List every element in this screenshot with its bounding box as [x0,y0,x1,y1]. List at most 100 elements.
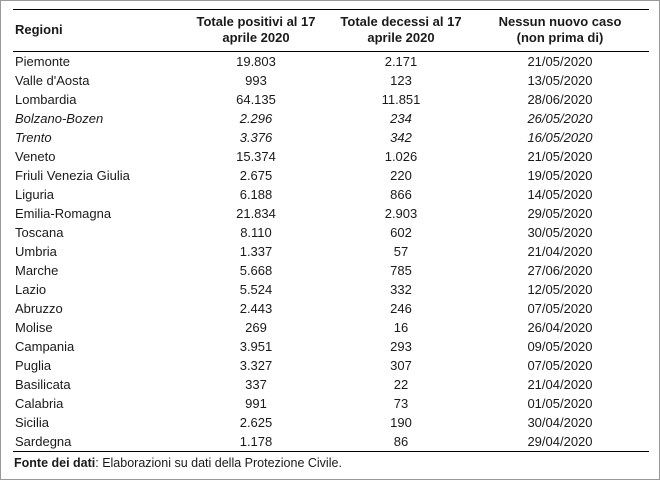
nessun-nuovo-caso-cell: 26/05/2020 [527,110,593,126]
nessun-nuovo-caso-cell: 12/05/2020 [527,281,593,297]
totale-decessi-cell: 22 [393,376,409,392]
totale-positivi-cell: 64.135 [236,91,276,107]
totale-positivi-cell: 3.376 [239,129,273,145]
table-row: Abruzzo 2.443 246 07/05/2020 [13,299,649,318]
totale-positivi-cell: 3.951 [239,338,273,354]
table-row: Bolzano-Bozen 2.296 234 26/05/2020 [13,109,649,128]
region-cell: Bolzano-Bozen [15,110,104,126]
nessun-nuovo-caso-cell: 26/04/2020 [527,319,593,335]
totale-decessi-cell: 785 [390,262,412,278]
table-row: Lazio 5.524 332 12/05/2020 [13,280,649,299]
table-row: Lombardia 64.135 11.851 28/06/2020 [13,90,649,109]
nessun-nuovo-caso-cell: 30/05/2020 [527,224,593,240]
totale-decessi-cell: 602 [390,224,412,240]
nessun-nuovo-caso-cell: 13/05/2020 [527,72,593,88]
nessun-nuovo-caso-cell: 14/05/2020 [527,186,593,202]
totale-positivi-cell: 2.443 [239,300,273,316]
header-regioni: Regioni [13,10,181,52]
nessun-nuovo-caso-cell: 29/05/2020 [527,205,593,221]
totale-positivi-cell: 2.675 [239,167,273,183]
nessun-nuovo-caso-cell: 09/05/2020 [527,338,593,354]
totale-positivi-cell: 15.374 [236,148,276,164]
region-cell: Liguria [15,186,55,202]
totale-decessi-cell: 342 [390,129,412,145]
totale-positivi-cell: 337 [245,376,267,392]
source-text: : Elaborazioni su dati della Protezione … [95,455,342,470]
totale-positivi-cell: 8.110 [240,224,272,240]
totale-decessi-cell: 234 [390,110,412,126]
table-row: Trento 3.376 342 16/05/2020 [13,128,649,147]
nessun-nuovo-caso-cell: 27/06/2020 [527,262,593,278]
totale-decessi-cell: 866 [390,186,412,202]
table-row: Molise 269 16 26/04/2020 [13,318,649,337]
region-cell: Umbria [15,243,57,259]
table-row: Piemonte 19.803 2.171 21/05/2020 [13,51,649,71]
nessun-nuovo-caso-cell: 21/04/2020 [527,243,593,259]
nessun-nuovo-caso-cell: 29/04/2020 [527,433,593,449]
table-row: Toscana 8.110 602 30/05/2020 [13,223,649,242]
nessun-nuovo-caso-cell: 21/05/2020 [527,148,593,164]
totale-decessi-cell: 11.851 [381,91,421,107]
totale-decessi-cell: 1.026 [384,148,418,164]
table-row: Valle d'Aosta 993 123 13/05/2020 [13,71,649,90]
data-source-note: Fonte dei dati: Elaborazioni su dati del… [13,455,647,472]
totale-positivi-cell: 269 [245,319,267,335]
totale-positivi-cell: 993 [245,72,267,88]
totale-decessi-cell: 2.903 [384,205,418,221]
totale-decessi-cell: 123 [390,72,412,88]
region-cell: Molise [15,319,53,335]
totale-decessi-cell: 73 [393,395,409,411]
totale-decessi-cell: 220 [390,167,412,183]
totale-positivi-cell: 21.834 [236,205,276,221]
region-cell: Trento [15,129,52,145]
header-totale-decessi-label: Totale decessi al 17 aprile 2020 [340,14,462,46]
table-row: Emilia-Romagna 21.834 2.903 29/05/2020 [13,204,649,223]
totale-positivi-cell: 6.188 [239,186,273,202]
totale-positivi-cell: 5.668 [239,262,273,278]
covid-regions-table: Regioni Totale positivi al 17 aprile 202… [13,9,649,452]
region-cell: Sicilia [15,414,49,430]
region-cell: Sardegna [15,433,72,449]
totale-positivi-cell: 3.327 [239,357,273,373]
totale-positivi-cell: 2.625 [239,414,273,430]
region-cell: Calabria [15,395,64,411]
totale-positivi-cell: 5.524 [239,281,273,297]
totale-decessi-cell: 293 [390,338,412,354]
totale-positivi-cell: 1.337 [239,243,273,259]
header-row: Regioni Totale positivi al 17 aprile 202… [13,10,649,52]
region-cell: Piemonte [15,53,70,69]
totale-decessi-cell: 190 [390,414,412,430]
table-row: Liguria 6.188 866 14/05/2020 [13,185,649,204]
table-body: Piemonte 19.803 2.171 21/05/2020 Valle d'Aos… [13,51,649,451]
header-nessun-nuovo-caso-label: Nessun nuovo caso (non prima di) [498,14,622,46]
table-row: Basilicata 337 22 21/04/2020 [13,375,649,394]
source-label: Fonte dei dati [14,455,96,470]
totale-decessi-cell: 332 [390,281,412,297]
totale-positivi-cell: 2.296 [239,110,273,126]
table-row: Sicilia 2.625 190 30/04/2020 [13,413,649,432]
nessun-nuovo-caso-cell: 16/05/2020 [527,129,593,145]
nessun-nuovo-caso-cell: 21/05/2020 [527,53,593,69]
totale-positivi-cell: 991 [245,395,267,411]
nessun-nuovo-caso-cell: 21/04/2020 [527,376,593,392]
totale-decessi-cell: 2.171 [384,53,418,69]
region-cell: Campania [15,338,75,354]
nessun-nuovo-caso-cell: 01/05/2020 [527,395,593,411]
header-nessun-nuovo-caso: Nessun nuovo caso (non prima di) [471,10,649,52]
header-totale-positivi: Totale positivi al 17 aprile 2020 [181,10,331,52]
totale-decessi-cell: 86 [393,433,409,449]
nessun-nuovo-caso-cell: 28/06/2020 [527,91,593,107]
table-row: Friuli Venezia Giulia 2.675 220 19/05/2020 [13,166,649,185]
region-cell: Valle d'Aosta [15,72,90,88]
header-regioni-label: Regioni [15,22,63,38]
totale-decessi-cell: 16 [393,319,409,335]
table-row: Campania 3.951 293 09/05/2020 [13,337,649,356]
region-cell: Veneto [15,148,56,164]
totale-decessi-cell: 246 [390,300,412,316]
table-row: Veneto 15.374 1.026 21/05/2020 [13,147,649,166]
region-cell: Friuli Venezia Giulia [15,167,130,183]
region-cell: Lombardia [15,91,77,107]
table-row: Puglia 3.327 307 07/05/2020 [13,356,649,375]
nessun-nuovo-caso-cell: 07/05/2020 [527,357,593,373]
